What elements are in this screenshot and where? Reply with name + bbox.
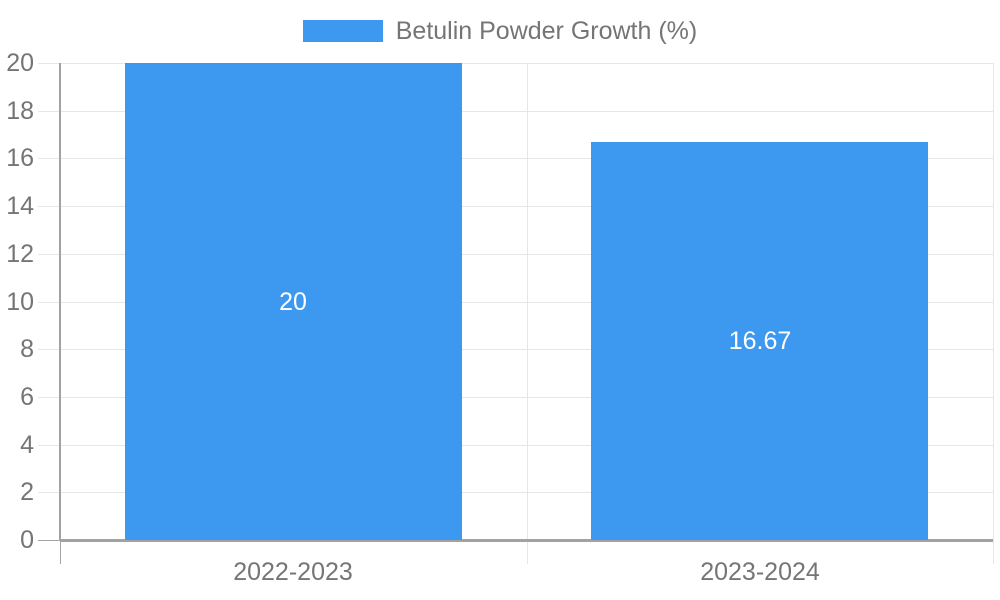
y-axis-tick-label: 20 — [6, 49, 34, 77]
y-axis-tick-label: 2 — [20, 478, 34, 506]
y-axis-tick — [38, 302, 60, 303]
y-axis-tick-label: 12 — [6, 240, 34, 268]
y-axis-tick — [38, 254, 60, 255]
y-gridline — [60, 397, 993, 398]
y-axis-tick-label: 8 — [20, 335, 34, 363]
y-axis-tick — [38, 206, 60, 207]
y-gridline — [60, 492, 993, 493]
y-axis-tick — [38, 540, 60, 541]
x-gridline — [527, 63, 528, 540]
y-axis-tick — [38, 349, 60, 350]
legend-swatch — [302, 20, 383, 42]
y-axis-tick-label: 14 — [6, 192, 34, 220]
bar-value-label: 16.67 — [728, 327, 792, 355]
x-gridline — [993, 63, 994, 540]
bar-2022-2023[interactable] — [125, 63, 462, 540]
y-gridline — [60, 158, 993, 159]
bar-value-label: 20 — [279, 288, 307, 316]
y-axis-tick — [38, 111, 60, 112]
x-axis-tick — [993, 540, 994, 564]
y-axis-tick-label: 6 — [20, 383, 34, 411]
chart-legend[interactable]: Betulin Powder Growth (%) — [0, 17, 1000, 45]
y-axis-tick-label: 0 — [20, 526, 34, 554]
y-gridline — [60, 302, 993, 303]
y-gridline — [60, 63, 993, 64]
y-gridline — [60, 111, 993, 112]
bar-2023-2024[interactable] — [591, 142, 928, 540]
y-axis-tick — [38, 445, 60, 446]
x-axis-category-label: 2023-2024 — [700, 558, 820, 586]
y-axis-tick-label: 10 — [6, 288, 34, 316]
y-gridline — [60, 254, 993, 255]
y-axis-tick — [38, 63, 60, 64]
x-axis-tick — [60, 540, 61, 564]
y-axis-tick-label: 18 — [6, 97, 34, 125]
x-axis-tick — [527, 540, 528, 564]
y-gridline — [60, 349, 993, 350]
y-axis-tick — [38, 158, 60, 159]
y-axis-tick — [38, 397, 60, 398]
y-axis-tick-label: 4 — [20, 431, 34, 459]
y-axis-line — [59, 63, 61, 540]
x-axis-line — [60, 539, 993, 542]
y-axis-tick-label: 16 — [6, 144, 34, 172]
y-gridline — [60, 206, 993, 207]
y-axis-tick — [38, 492, 60, 493]
legend-label: Betulin Powder Growth (%) — [395, 17, 698, 45]
y-gridline — [60, 445, 993, 446]
x-axis-category-label: 2022-2023 — [233, 558, 353, 586]
